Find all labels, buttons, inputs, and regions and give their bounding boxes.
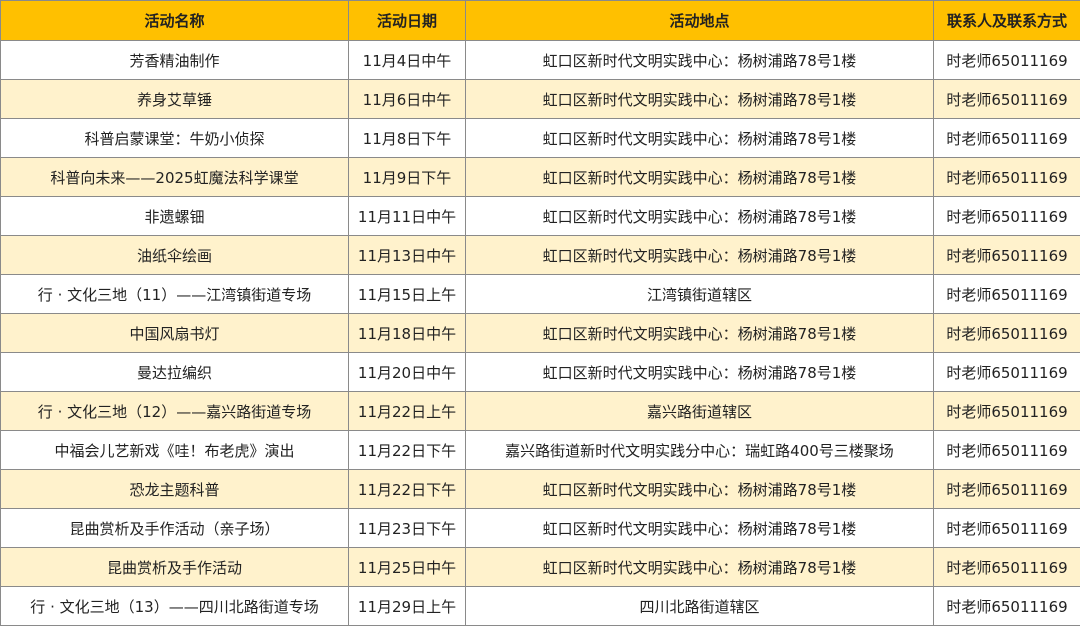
cell-contact: 时老师65011169	[934, 470, 1080, 509]
cell-activity-date: 11月9日下午	[349, 158, 466, 197]
cell-activity-location: 四川北路街道辖区	[466, 587, 934, 626]
cell-activity-date: 11月23日下午	[349, 509, 466, 548]
cell-activity-location: 虹口区新时代文明实践中心：杨树浦路78号1楼	[466, 470, 934, 509]
cell-activity-location: 虹口区新时代文明实践中心：杨树浦路78号1楼	[466, 548, 934, 587]
cell-activity-location: 虹口区新时代文明实践中心：杨树浦路78号1楼	[466, 41, 934, 80]
cell-activity-location: 虹口区新时代文明实践中心：杨树浦路78号1楼	[466, 197, 934, 236]
cell-contact: 时老师65011169	[934, 275, 1080, 314]
cell-activity-location: 虹口区新时代文明实践中心：杨树浦路78号1楼	[466, 509, 934, 548]
cell-contact: 时老师65011169	[934, 509, 1080, 548]
cell-activity-location: 虹口区新时代文明实践中心：杨树浦路78号1楼	[466, 119, 934, 158]
cell-contact: 时老师65011169	[934, 119, 1080, 158]
cell-activity-name: 恐龙主题科普	[1, 470, 349, 509]
cell-activity-name: 行 · 文化三地（12）——嘉兴路街道专场	[1, 392, 349, 431]
cell-activity-location: 虹口区新时代文明实践中心：杨树浦路78号1楼	[466, 80, 934, 119]
header-activity-location: 活动地点	[466, 1, 934, 41]
cell-activity-date: 11月6日中午	[349, 80, 466, 119]
cell-activity-date: 11月8日下午	[349, 119, 466, 158]
table-row: 昆曲赏析及手作活动（亲子场）11月23日下午虹口区新时代文明实践中心：杨树浦路7…	[1, 509, 1080, 548]
cell-contact: 时老师65011169	[934, 353, 1080, 392]
cell-contact: 时老师65011169	[934, 392, 1080, 431]
cell-activity-name: 昆曲赏析及手作活动	[1, 548, 349, 587]
cell-contact: 时老师65011169	[934, 197, 1080, 236]
cell-activity-date: 11月18日中午	[349, 314, 466, 353]
cell-contact: 时老师65011169	[934, 587, 1080, 626]
cell-activity-date: 11月13日中午	[349, 236, 466, 275]
cell-activity-location: 嘉兴路街道辖区	[466, 392, 934, 431]
cell-contact: 时老师65011169	[934, 80, 1080, 119]
cell-activity-name: 芳香精油制作	[1, 41, 349, 80]
cell-activity-name: 行 · 文化三地（11）——江湾镇街道专场	[1, 275, 349, 314]
cell-activity-date: 11月22日下午	[349, 470, 466, 509]
cell-activity-name: 油纸伞绘画	[1, 236, 349, 275]
cell-activity-name: 科普启蒙课堂：牛奶小侦探	[1, 119, 349, 158]
cell-activity-date: 11月22日上午	[349, 392, 466, 431]
cell-activity-name: 养身艾草锤	[1, 80, 349, 119]
cell-contact: 时老师65011169	[934, 314, 1080, 353]
cell-contact: 时老师65011169	[934, 158, 1080, 197]
cell-activity-location: 江湾镇街道辖区	[466, 275, 934, 314]
cell-activity-location: 嘉兴路街道新时代文明实践分中心：瑞虹路400号三楼聚场	[466, 431, 934, 470]
header-row: 活动名称 活动日期 活动地点 联系人及联系方式	[1, 1, 1080, 41]
cell-activity-date: 11月22日下午	[349, 431, 466, 470]
cell-activity-location: 虹口区新时代文明实践中心：杨树浦路78号1楼	[466, 314, 934, 353]
cell-activity-name: 中国风扇书灯	[1, 314, 349, 353]
cell-activity-name: 行 · 文化三地（13）——四川北路街道专场	[1, 587, 349, 626]
cell-activity-location: 虹口区新时代文明实践中心：杨树浦路78号1楼	[466, 353, 934, 392]
cell-activity-location: 虹口区新时代文明实践中心：杨树浦路78号1楼	[466, 236, 934, 275]
cell-activity-name: 昆曲赏析及手作活动（亲子场）	[1, 509, 349, 548]
cell-activity-date: 11月20日中午	[349, 353, 466, 392]
header-activity-date: 活动日期	[349, 1, 466, 41]
cell-contact: 时老师65011169	[934, 431, 1080, 470]
cell-contact: 时老师65011169	[934, 41, 1080, 80]
cell-activity-date: 11月25日中午	[349, 548, 466, 587]
header-activity-name: 活动名称	[1, 1, 349, 41]
cell-contact: 时老师65011169	[934, 236, 1080, 275]
cell-activity-date: 11月11日中午	[349, 197, 466, 236]
cell-activity-location: 虹口区新时代文明实践中心：杨树浦路78号1楼	[466, 158, 934, 197]
cell-activity-name: 曼达拉编织	[1, 353, 349, 392]
header-contact: 联系人及联系方式	[934, 1, 1080, 41]
cell-activity-date: 11月4日中午	[349, 41, 466, 80]
cell-activity-name: 非遗螺钿	[1, 197, 349, 236]
cell-activity-name: 中福会儿艺新戏《哇！布老虎》演出	[1, 431, 349, 470]
cell-activity-date: 11月15日上午	[349, 275, 466, 314]
cell-activity-date: 11月29日上午	[349, 587, 466, 626]
cell-activity-name: 科普向未来——2025虹魔法科学课堂	[1, 158, 349, 197]
cell-contact: 时老师65011169	[934, 548, 1080, 587]
